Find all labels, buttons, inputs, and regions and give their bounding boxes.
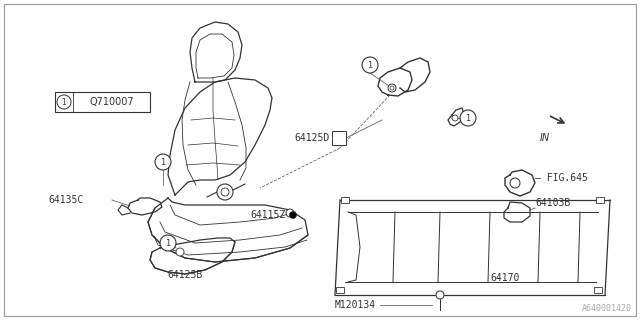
Bar: [594, 287, 602, 293]
Text: 64125D: 64125D: [295, 133, 330, 143]
Text: 1: 1: [367, 60, 372, 69]
Circle shape: [217, 184, 233, 200]
Text: 1: 1: [161, 157, 166, 166]
Text: IN: IN: [540, 133, 550, 143]
Text: Q710007: Q710007: [90, 97, 134, 107]
Circle shape: [388, 84, 396, 92]
Circle shape: [176, 248, 184, 256]
Circle shape: [286, 209, 294, 217]
Circle shape: [390, 86, 394, 90]
Bar: [336, 287, 344, 293]
Circle shape: [221, 188, 229, 196]
Circle shape: [289, 212, 296, 219]
Circle shape: [155, 154, 171, 170]
Text: 64103B: 64103B: [535, 198, 570, 208]
Bar: [332, 131, 346, 145]
Circle shape: [57, 95, 71, 109]
Text: 1: 1: [165, 238, 171, 247]
Circle shape: [362, 57, 378, 73]
Text: 1: 1: [465, 114, 470, 123]
Bar: [55, 92, 150, 112]
Text: — FIG.645: — FIG.645: [535, 173, 588, 183]
Text: 64125B: 64125B: [168, 270, 203, 280]
Bar: [596, 197, 604, 203]
Text: 1: 1: [61, 98, 67, 107]
Circle shape: [436, 291, 444, 299]
Text: 64170: 64170: [490, 273, 520, 283]
Circle shape: [452, 115, 458, 121]
Text: M120134: M120134: [335, 300, 376, 310]
Circle shape: [510, 178, 520, 188]
Text: 64115Z: 64115Z: [251, 210, 286, 220]
Text: 64135C: 64135C: [48, 195, 83, 205]
Bar: [341, 197, 349, 203]
Text: A640001420: A640001420: [582, 304, 632, 313]
Circle shape: [460, 110, 476, 126]
Circle shape: [160, 235, 176, 251]
